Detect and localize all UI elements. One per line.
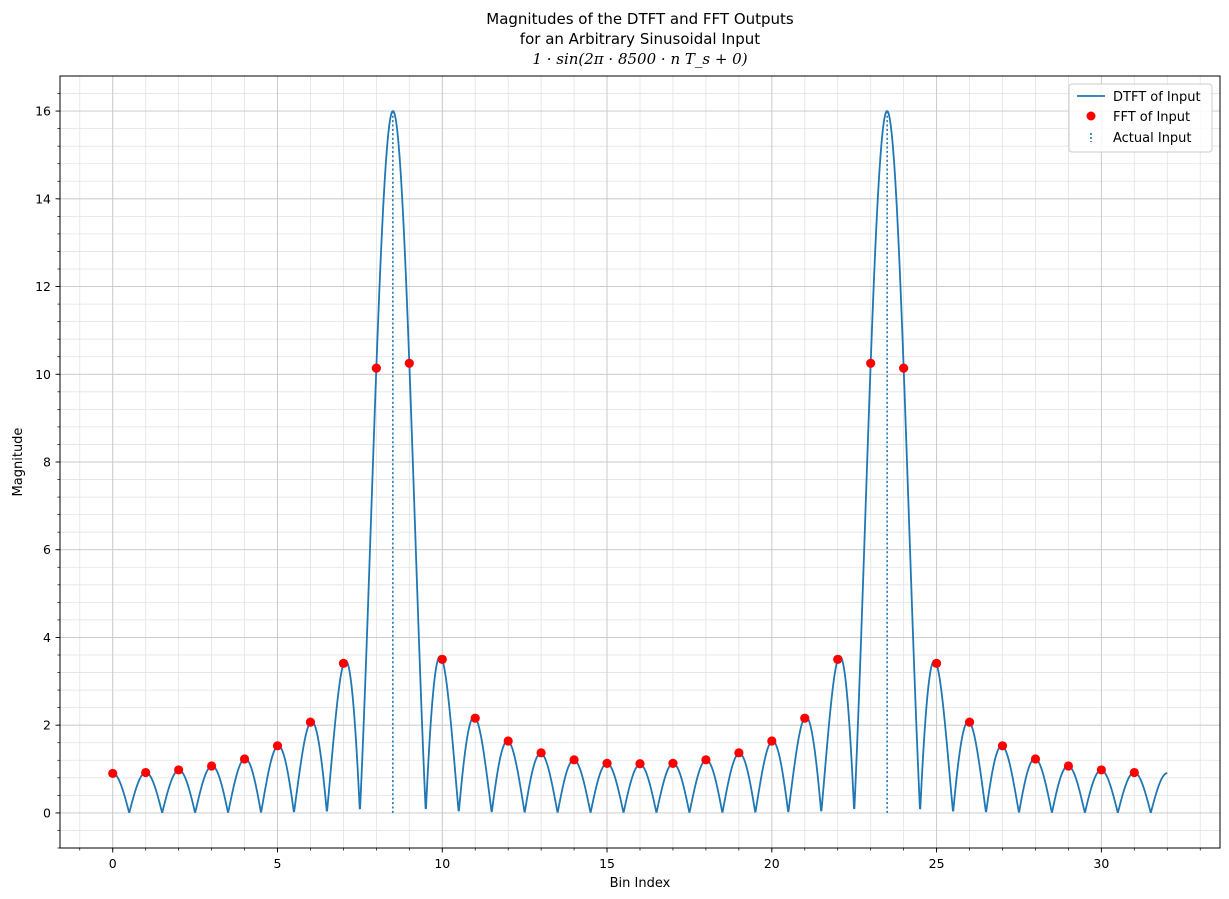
fft-point [206,761,217,771]
fft-point [1129,767,1139,778]
fft-point [1030,754,1041,764]
fft-point [437,654,447,664]
fft-point [1096,765,1106,775]
y-tick-label: 14 [35,191,51,206]
plot-area [108,110,1168,813]
y-tick-label: 16 [35,104,51,119]
fft-point [536,748,546,758]
legend-box [1068,83,1213,153]
y-tick-label: 2 [43,718,51,733]
fft-point [239,754,250,764]
title-formula: 1 · sin(2π · 8500 · n T_s + 0) [532,50,748,68]
fft-point [108,768,118,779]
fft-point [899,363,909,373]
fft-point [964,717,975,727]
fft-point [503,736,513,746]
legend-fft-swatch [1086,111,1096,121]
fft-point [371,363,381,373]
legend-label-dtft: DTFT of Input [1113,90,1201,105]
x-tick-label: 25 [929,856,945,871]
y-axis-label: Magnitude [11,428,26,497]
fft-point [305,717,316,727]
fft-point [470,713,480,723]
title-line-2: for an Arbitrary Sinusoidal Input [519,30,761,48]
fft-point [338,658,349,668]
fft-point [866,358,876,368]
grid [60,76,1220,849]
x-tick-label: 30 [1093,856,1109,871]
fft-point [931,658,942,668]
fft-point [569,755,579,765]
x-tick-label: 20 [764,856,780,871]
x-tick-label: 15 [599,856,615,871]
x-tick-label: 5 [274,856,282,871]
y-tick-label: 12 [35,279,51,294]
y-tick-label: 6 [43,542,51,557]
legend-label-actual: Actual Input [1113,131,1192,146]
fft-point [1063,761,1074,771]
y-tick-label: 4 [43,630,51,645]
fft-point [404,358,414,368]
chart-title: Magnitudes of the DTFT and FFT Outputs f… [60,9,1220,69]
fft-point [833,654,843,664]
fft-point [141,767,151,778]
fft-point [668,758,678,768]
x-axis-label: Bin Index [610,876,671,891]
fft-point [602,758,612,768]
ticks: 0 5 10 15 20 25 30 0 2 4 6 8 10 12 14 16 [35,93,1201,871]
legend: DTFT of Input FFT of Input Actual Input [1068,83,1213,153]
fft-point [701,755,711,765]
fft-point [174,765,184,775]
y-tick-label: 0 [43,805,51,820]
legend-label-fft: FFT of Input [1113,110,1190,125]
y-tick-label: 8 [43,455,51,470]
fft-point [997,741,1008,751]
x-tick-label: 10 [434,856,450,871]
fft-point [635,759,645,769]
fft-point [767,736,777,746]
fft-point [272,741,283,751]
title-line-1: Magnitudes of the DTFT and FFT Outputs [486,10,794,28]
y-tick-label: 10 [35,367,51,382]
fft-point [800,713,810,723]
fft-point [734,748,744,758]
x-tick-label: 0 [109,856,117,871]
